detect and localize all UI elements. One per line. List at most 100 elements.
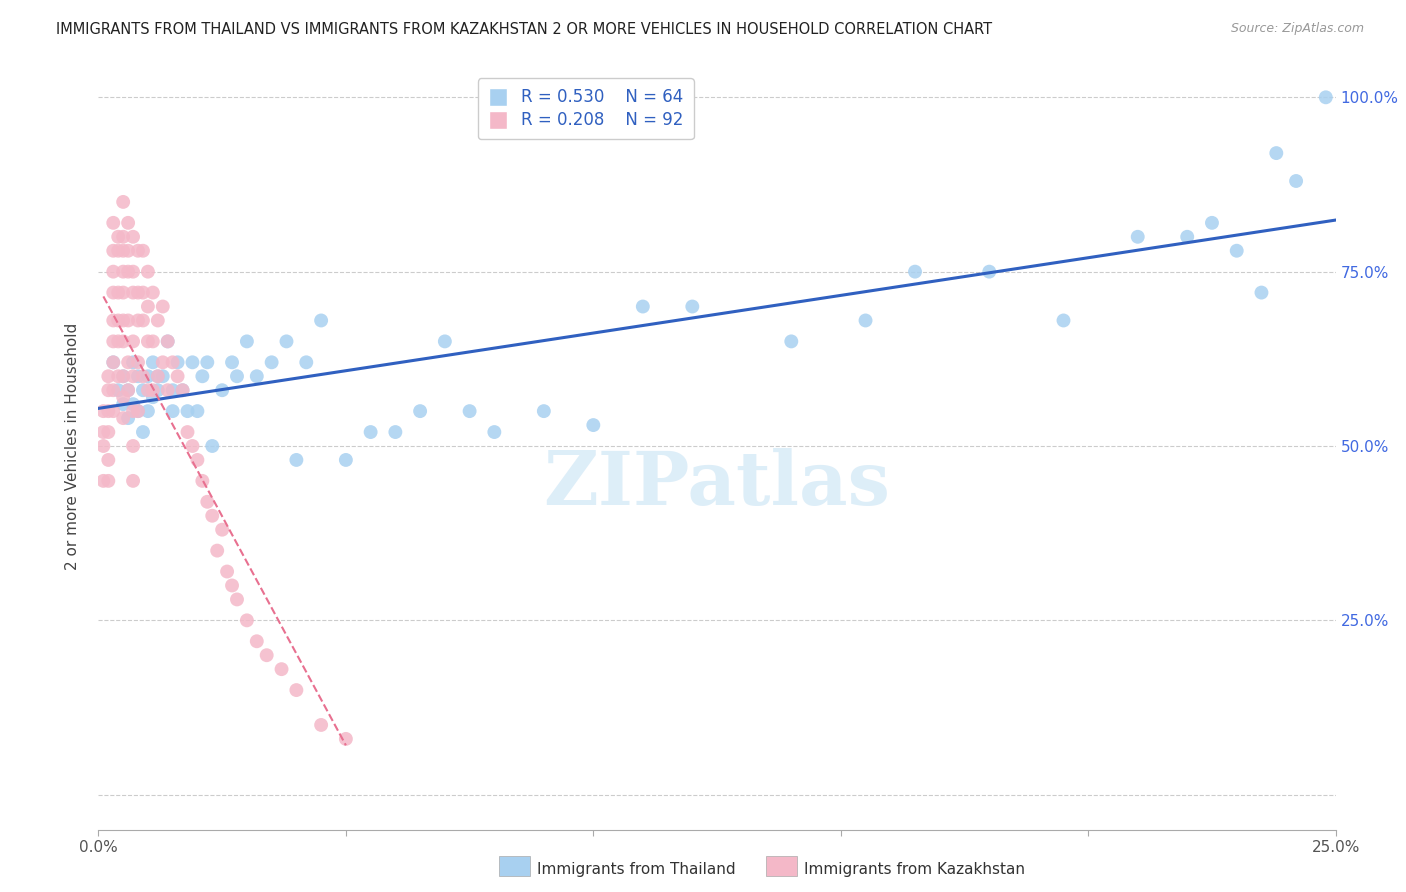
Point xyxy=(117,411,139,425)
Point xyxy=(103,334,125,349)
Point xyxy=(117,244,139,258)
Point xyxy=(631,300,654,314)
Point xyxy=(205,543,228,558)
Point xyxy=(146,313,169,327)
Point xyxy=(117,265,139,279)
Point xyxy=(103,383,125,397)
Point xyxy=(112,411,135,425)
Point xyxy=(127,285,149,300)
Point xyxy=(103,313,125,327)
Point xyxy=(132,383,155,397)
Point xyxy=(93,425,115,439)
Point xyxy=(136,404,159,418)
Point xyxy=(176,425,198,439)
Point xyxy=(122,404,145,418)
Point xyxy=(181,355,204,369)
Point xyxy=(201,439,224,453)
Point xyxy=(166,355,188,369)
Point xyxy=(335,731,357,746)
Point xyxy=(1126,229,1149,244)
Point xyxy=(107,383,129,397)
Point xyxy=(117,383,139,397)
Point xyxy=(360,425,382,439)
Point xyxy=(122,439,145,453)
Point xyxy=(409,404,432,418)
Point xyxy=(285,683,308,698)
Point xyxy=(186,453,208,467)
Point xyxy=(195,495,218,509)
Point xyxy=(152,300,174,314)
Point xyxy=(142,383,165,397)
Point xyxy=(103,265,125,279)
Point xyxy=(122,369,145,384)
Point xyxy=(112,390,135,404)
Point xyxy=(103,285,125,300)
Point xyxy=(309,718,332,732)
Point xyxy=(122,229,145,244)
Point xyxy=(152,355,174,369)
Legend: R = 0.530    N = 64, R = 0.208    N = 92: R = 0.530 N = 64, R = 0.208 N = 92 xyxy=(478,78,693,139)
Point xyxy=(107,229,129,244)
Point xyxy=(904,265,927,279)
Point xyxy=(236,613,259,627)
Point xyxy=(97,383,120,397)
Point xyxy=(142,334,165,349)
Point xyxy=(103,244,125,258)
Point xyxy=(162,404,184,418)
Point xyxy=(236,334,259,349)
Point xyxy=(146,369,169,384)
Point xyxy=(93,439,115,453)
Point xyxy=(195,355,218,369)
Point xyxy=(152,369,174,384)
Point xyxy=(97,369,120,384)
Point xyxy=(295,355,318,369)
Point xyxy=(166,369,188,384)
Y-axis label: 2 or more Vehicles in Household: 2 or more Vehicles in Household xyxy=(65,322,80,570)
Point xyxy=(112,265,135,279)
Point xyxy=(146,369,169,384)
Point xyxy=(122,474,145,488)
Point xyxy=(156,334,179,349)
Point xyxy=(260,355,283,369)
Point xyxy=(103,355,125,369)
Point xyxy=(270,662,292,676)
Text: IMMIGRANTS FROM THAILAND VS IMMIGRANTS FROM KAZAKHSTAN 2 OR MORE VEHICLES IN HOU: IMMIGRANTS FROM THAILAND VS IMMIGRANTS F… xyxy=(56,22,993,37)
Point xyxy=(191,474,214,488)
Point xyxy=(93,404,115,418)
Point xyxy=(127,369,149,384)
Point xyxy=(122,265,145,279)
Point xyxy=(484,425,506,439)
Point xyxy=(136,334,159,349)
Point xyxy=(276,334,298,349)
Point xyxy=(136,300,159,314)
Point xyxy=(172,383,194,397)
Point xyxy=(226,369,249,384)
Point xyxy=(97,425,120,439)
Point xyxy=(156,383,179,397)
Point xyxy=(107,334,129,349)
Point xyxy=(107,285,129,300)
Point xyxy=(226,592,249,607)
Point xyxy=(122,397,145,411)
Point xyxy=(780,334,803,349)
Point xyxy=(246,369,269,384)
Point xyxy=(221,578,243,592)
Point xyxy=(1250,285,1272,300)
Point xyxy=(117,355,139,369)
Point xyxy=(122,355,145,369)
Point xyxy=(156,334,179,349)
Point xyxy=(458,404,481,418)
Point xyxy=(1285,174,1308,188)
Point xyxy=(127,355,149,369)
Point xyxy=(221,355,243,369)
Point xyxy=(117,313,139,327)
Point xyxy=(97,474,120,488)
Point xyxy=(146,383,169,397)
Point xyxy=(112,244,135,258)
Point xyxy=(132,425,155,439)
Point xyxy=(309,313,332,327)
Point xyxy=(1201,216,1223,230)
Point xyxy=(107,313,129,327)
Point xyxy=(112,397,135,411)
Point xyxy=(681,300,703,314)
